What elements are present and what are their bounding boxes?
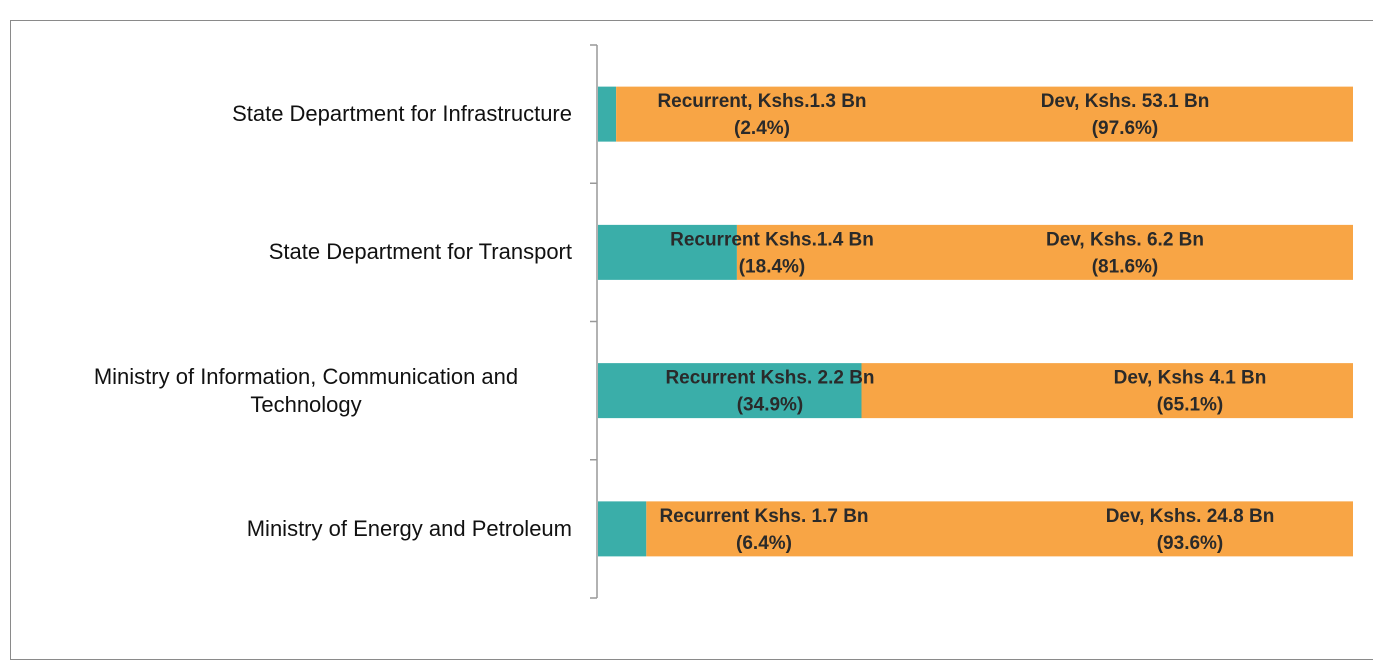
data-label: Dev, Kshs. 6.2 Bn <box>1046 229 1204 250</box>
data-label: (6.4%) <box>736 533 792 554</box>
bar-segment <box>598 86 617 142</box>
data-label: (65.1%) <box>1157 395 1224 416</box>
category-label: State Department for Transport <box>268 239 572 265</box>
bar-segment <box>598 501 647 557</box>
bar-segment <box>598 363 862 419</box>
data-label: Recurrent Kshs.1.4 Bn <box>670 229 874 250</box>
chart: Recurrent, Kshs.1.3 Bn (2.4%) Dev, Kshs. 5… <box>590 44 1353 599</box>
bar-segment <box>646 501 1353 557</box>
bar-segment <box>616 86 1353 142</box>
data-label: (18.4%) <box>739 256 806 277</box>
data-label: (81.6%) <box>1092 256 1159 277</box>
data-label: (97.6%) <box>1092 118 1159 139</box>
bar-segment <box>861 363 1353 419</box>
data-label: Dev, Kshs 4.1 Bn <box>1114 368 1267 389</box>
data-label: Recurrent Kshs. 1.7 Bn <box>659 506 868 527</box>
data-label: (34.9%) <box>737 395 804 416</box>
category-label: State Department for Infrastructure <box>232 101 572 127</box>
bar-segment <box>736 224 1353 280</box>
data-label: Dev, Kshs. 53.1 Bn <box>1041 91 1210 112</box>
page: Recurrent, Kshs.1.3 Bn (2.4%) Dev, Kshs. 5… <box>10 20 1373 660</box>
data-label: (2.4%) <box>734 118 790 139</box>
data-label: Recurrent, Kshs.1.3 Bn <box>657 91 866 112</box>
data-label: Dev, Kshs. 24.8 Bn <box>1106 506 1275 527</box>
bar-segment <box>598 224 737 280</box>
category-label: Ministry of Energy and Petroleum <box>246 515 572 541</box>
data-label: Recurrent Kshs. 2.2 Bn <box>665 368 874 389</box>
category-label: Ministry of Information, Communication a… <box>93 363 519 417</box>
data-label: (93.6%) <box>1157 533 1224 554</box>
